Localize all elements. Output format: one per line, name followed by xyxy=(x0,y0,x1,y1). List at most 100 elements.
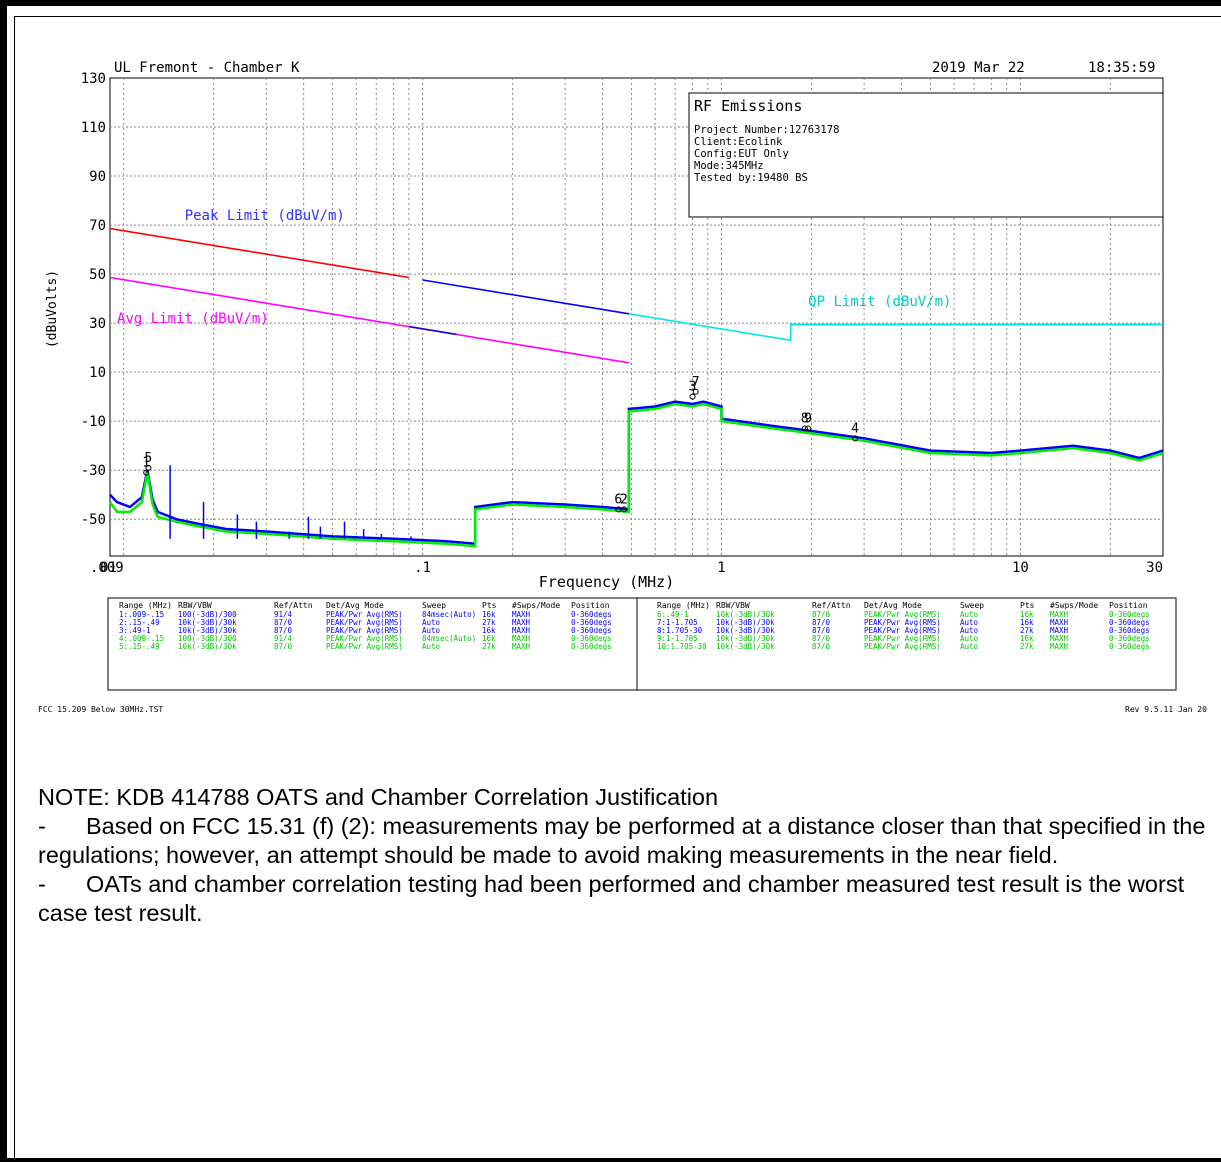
settings-cell: 0-360degs xyxy=(571,642,612,651)
settings-cell: MAXH xyxy=(512,626,531,635)
settings-cell: MAXH xyxy=(1050,610,1069,619)
y-tick-label: 130 xyxy=(81,71,106,87)
figure-border xyxy=(14,16,1221,1159)
settings-cell: MAXH xyxy=(1050,634,1069,643)
settings-cell: 16k xyxy=(1020,610,1034,619)
settings-cell: PEAK/Pwr Avg(RMS) xyxy=(864,642,941,651)
settings-cell: 16k xyxy=(482,634,496,643)
info-line: Mode:345MHz xyxy=(694,160,764,172)
settings-cell: Auto xyxy=(422,642,441,651)
marker-label: 3 xyxy=(689,380,697,395)
settings-cell: 16k xyxy=(1020,634,1034,643)
settings-header-cell: #Swps/Mode xyxy=(512,601,560,610)
settings-header-cell: Ref/Attn xyxy=(812,601,851,610)
settings-header-cell: Sweep xyxy=(960,601,984,610)
y-tick-label: -30 xyxy=(81,463,106,479)
note-bullet-1: - xyxy=(38,813,46,839)
marker-dot xyxy=(143,469,150,476)
y-axis-label: (dBuVolts) xyxy=(45,270,60,348)
note-block: NOTE: KDB 414788 OATS and Chamber Correl… xyxy=(38,783,1208,928)
settings-cell: 91/4 xyxy=(274,634,293,643)
settings-cell: MAXH xyxy=(512,610,531,619)
marker-dot xyxy=(689,393,696,400)
x-tick-label-overlay: 01 xyxy=(100,560,117,576)
settings-cell: 0-360degs xyxy=(1109,626,1150,635)
settings-cell: 6:.49-1 xyxy=(657,610,689,619)
y-tick-label: 110 xyxy=(81,120,106,136)
settings-cell: 8:1.705-30 xyxy=(657,626,703,635)
settings-cell: 0-360degs xyxy=(571,626,612,635)
settings-cell: 84msec(Auto) xyxy=(422,610,476,619)
settings-cell: 5:.15-.49 xyxy=(119,642,160,651)
marker-dot xyxy=(801,425,808,432)
settings-cell: PEAK/Pwr Avg(RMS) xyxy=(864,626,941,635)
limit-label-blue: Peak Limit (dBuV/m) xyxy=(185,208,345,224)
limit-line-magenta-2 xyxy=(109,276,630,364)
y-tick-label: 50 xyxy=(89,267,106,283)
y-tick-label: 30 xyxy=(89,316,106,332)
x-tick-label: .1 xyxy=(414,560,431,576)
settings-cell: 10k(-3dB)/30k xyxy=(716,634,775,643)
settings-cell: 84msec(Auto) xyxy=(422,634,476,643)
settings-cell: 27k xyxy=(482,642,496,651)
settings-cell: Auto xyxy=(960,642,979,651)
settings-header-cell: Pts xyxy=(1020,601,1035,610)
note-item-1: - Based on FCC 15.31 (f) (2): measurement… xyxy=(38,812,1208,870)
x-tick-label: 30 xyxy=(1146,560,1163,576)
trace-green-6 xyxy=(108,402,1164,548)
settings-cell: 16k xyxy=(1020,618,1034,627)
y-tick-label: 70 xyxy=(89,218,106,234)
marker-dot xyxy=(852,435,859,442)
header-site: UL Fremont - Chamber K xyxy=(114,60,300,76)
marker-dot xyxy=(145,464,152,471)
settings-cell: MAXH xyxy=(1050,618,1069,627)
settings-cell: MAXH xyxy=(1050,626,1069,635)
info-line: Tested by:19480 BS xyxy=(694,172,808,184)
y-tick-label: -10 xyxy=(81,414,106,430)
settings-header-cell: Position xyxy=(1109,601,1148,610)
settings-cell: 10k(-3dB)/30k xyxy=(716,618,775,627)
settings-cell: 0-360degs xyxy=(571,634,612,643)
settings-cell: 0-360degs xyxy=(571,610,612,619)
limit-label-cyan: QP Limit (dBuV/m) xyxy=(808,294,951,310)
settings-header-cell: Pts xyxy=(482,601,497,610)
settings-cell: 0-360degs xyxy=(1109,634,1150,643)
settings-cell: 16k xyxy=(482,610,496,619)
info-line: Config:EUT Only xyxy=(694,148,789,160)
settings-cell: Auto xyxy=(960,610,979,619)
settings-cell: MAXH xyxy=(512,642,531,651)
settings-cell: 0-360degs xyxy=(1109,610,1150,619)
settings-cell: 87/0 xyxy=(812,626,831,635)
settings-cell: MAXH xyxy=(512,618,531,627)
header-time: 18:35:59 xyxy=(1088,60,1155,76)
y-tick-label: -50 xyxy=(81,512,106,528)
trace-blue-5 xyxy=(109,400,1164,546)
note-bullet-2: - xyxy=(38,871,46,897)
settings-cell: 87/0 xyxy=(274,642,293,651)
settings-cell: 16k xyxy=(482,626,496,635)
settings-header-cell: Det/Avg Mode xyxy=(864,601,922,610)
info-line: Project Number:12763178 xyxy=(694,124,839,136)
limit-label-magenta: Avg Limit (dBuV/m) xyxy=(117,311,269,327)
note-item-1-text: Based on FCC 15.31 (f) (2): measurements… xyxy=(38,813,1206,868)
settings-cell: 10k(-3dB)/30k xyxy=(716,610,775,619)
settings-cell: 87/0 xyxy=(274,626,293,635)
limit-line-cyan-4 xyxy=(628,313,1163,342)
x-axis-label: Frequency (MHz) xyxy=(539,573,674,591)
settings-cell: 1:.009-.15 xyxy=(119,610,164,619)
settings-cell: 27k xyxy=(1020,642,1034,651)
y-tick-label: 90 xyxy=(89,169,106,185)
marker-dot xyxy=(615,506,622,513)
settings-cell: 27k xyxy=(482,618,496,627)
marker-label: 6 xyxy=(614,492,622,507)
settings-cell: PEAK/Pwr Avg(RMS) xyxy=(326,618,403,627)
settings-header-cell: RBW/VBW xyxy=(178,601,212,610)
settings-cell: 10k(-3dB)/30k xyxy=(716,626,775,635)
footer-rev: Rev 9.5.11 Jan 20 xyxy=(1125,705,1207,714)
y-tick-label: 10 xyxy=(89,365,106,381)
marker-label: 5 xyxy=(144,451,152,466)
settings-cell: 0-360degs xyxy=(1109,618,1150,627)
settings-cell: 27k xyxy=(1020,626,1034,635)
settings-cell: 87/0 xyxy=(812,618,831,627)
